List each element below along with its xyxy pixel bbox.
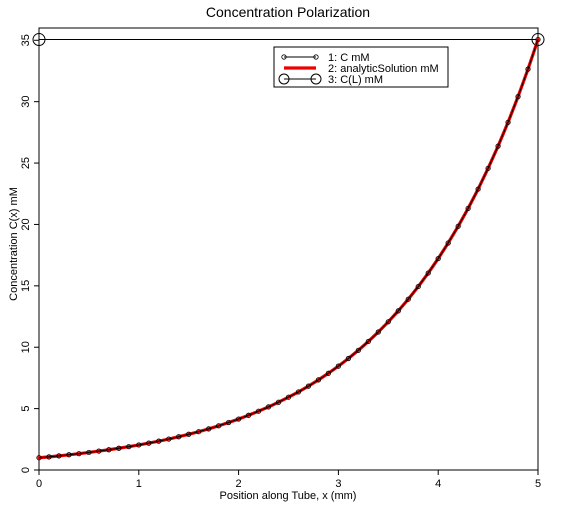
y-tick-label: 35 xyxy=(20,34,32,46)
series-1-marker xyxy=(226,419,232,426)
series-1-marker xyxy=(196,429,202,435)
legend-marker-series-1 xyxy=(281,54,287,60)
legend-marker-series-3 xyxy=(278,73,290,85)
series-1-marker xyxy=(146,440,152,446)
series-1-marker xyxy=(136,442,142,448)
series-1-marker xyxy=(315,377,322,383)
series-1-marker xyxy=(395,308,401,314)
series-1-marker xyxy=(385,319,391,325)
series-1-marker xyxy=(66,452,72,458)
series-1-marker xyxy=(245,412,252,418)
series-1-marker xyxy=(445,240,451,246)
series-1-marker xyxy=(36,455,42,461)
x-tick-label: 0 xyxy=(36,478,42,490)
series-1-marker xyxy=(166,436,172,442)
series-1-marker xyxy=(405,296,411,302)
series-1-marker xyxy=(216,423,222,429)
legend: 1: C mM2: analyticSolution mM3: C(L) mM xyxy=(273,46,449,88)
x-tick-label: 3 xyxy=(335,478,341,490)
series-1-marker xyxy=(465,205,471,211)
series-1-marker xyxy=(236,416,242,422)
series-1-marker xyxy=(515,94,521,100)
series-1-marker xyxy=(255,408,262,414)
series-1-marker xyxy=(365,338,371,345)
series-1-line xyxy=(38,39,539,459)
series-1-marker xyxy=(475,186,481,192)
series-1-marker xyxy=(86,449,92,456)
x-tick-label: 1 xyxy=(136,478,142,490)
series-1-marker xyxy=(176,434,182,440)
series-1-marker xyxy=(485,165,491,171)
series-1-marker xyxy=(305,383,312,389)
series-1-marker xyxy=(535,36,541,43)
x-tick-label: 4 xyxy=(435,478,441,490)
legend-label-series-1: 1: C mM xyxy=(328,52,370,64)
y-tick-label: 0 xyxy=(20,467,32,473)
series-1-marker xyxy=(295,389,302,395)
series-1-marker xyxy=(355,347,361,353)
series-1-marker xyxy=(76,451,82,457)
series-1-marker xyxy=(505,119,511,125)
series-1-marker xyxy=(435,255,441,262)
series-1-marker xyxy=(186,431,192,437)
y-tick-label: 15 xyxy=(20,280,32,292)
series-3-marker xyxy=(32,33,46,47)
series-1-marker xyxy=(106,447,112,453)
series-1-marker xyxy=(525,66,531,72)
x-tick-label: 2 xyxy=(236,478,242,490)
legend-marker-series-3 xyxy=(310,73,322,85)
x-axis-ticks: 0 1 2 3 4 5 xyxy=(36,470,541,490)
y-tick-label: 20 xyxy=(20,218,32,230)
series-1-marker xyxy=(425,270,431,276)
series-1-marker xyxy=(495,143,501,149)
series-1-marker xyxy=(46,454,52,460)
plot-frame xyxy=(38,27,539,471)
x-tick-label: 5 xyxy=(535,478,541,490)
series-1-marker xyxy=(56,453,62,459)
legend-marker-series-1 xyxy=(313,54,319,60)
plot-border xyxy=(38,27,539,471)
chart-title: Concentration Polarization xyxy=(206,4,370,20)
y-tick-label: 25 xyxy=(20,157,32,169)
series-1-marker xyxy=(96,448,102,454)
series-1-marker xyxy=(335,363,341,369)
series-1-marker xyxy=(206,426,212,432)
series-1-marker xyxy=(345,355,351,362)
series-1-marker xyxy=(126,444,132,450)
legend-label-series-2: 2: analyticSolution mM xyxy=(328,63,439,75)
series-1-marker xyxy=(275,399,282,405)
y-tick-label: 5 xyxy=(20,406,32,412)
legend-label-series-3: 3: C(L) mM xyxy=(328,74,383,86)
y-tick-label: 30 xyxy=(20,96,32,108)
y-axis-label: Concentration C(x) mM xyxy=(8,187,20,301)
series-1-marker xyxy=(156,438,162,444)
series-1-marker xyxy=(325,370,332,376)
series-1-marker xyxy=(285,394,292,400)
series-layer xyxy=(32,33,545,461)
series-1-marker xyxy=(415,283,421,290)
series-1-marker xyxy=(375,329,381,335)
x-axis-label: Position along Tube, x (mm) xyxy=(220,490,357,502)
series-1-marker xyxy=(265,404,272,410)
y-tick-label: 10 xyxy=(20,341,32,353)
y-axis-ticks: 0 5 10 15 20 25 30 35 xyxy=(20,34,39,473)
series-1-marker xyxy=(116,445,122,451)
series-3-marker xyxy=(531,33,545,47)
series-1-marker xyxy=(455,223,461,229)
